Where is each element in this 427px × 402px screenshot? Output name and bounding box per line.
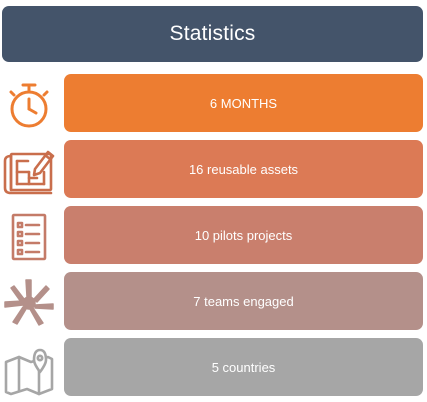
stat-row-assets: 16 reusable assets bbox=[0, 140, 427, 198]
blueprint-icon bbox=[2, 144, 56, 198]
stat-bar-assets: 16 reusable assets bbox=[64, 140, 423, 198]
stat-row-countries: 5 countries bbox=[0, 338, 427, 396]
stat-row-teams: 7 teams engaged bbox=[0, 272, 427, 330]
stat-bar-projects: 10 pilots projects bbox=[64, 206, 423, 264]
header-title: Statistics bbox=[169, 22, 256, 45]
hands-together-icon bbox=[2, 276, 56, 330]
stopwatch-icon bbox=[2, 78, 56, 132]
stat-bar-teams: 7 teams engaged bbox=[64, 272, 423, 330]
stat-row-months: 6 MONTHS bbox=[0, 74, 427, 132]
stat-bar-months: 6 MONTHS bbox=[64, 74, 423, 132]
stat-label: 7 teams engaged bbox=[193, 293, 294, 309]
stat-label: 16 reusable assets bbox=[188, 161, 299, 177]
checklist-icon bbox=[2, 210, 56, 264]
statistics-header: Statistics bbox=[2, 6, 423, 62]
map-pin-icon bbox=[2, 342, 56, 396]
stat-label: 6 MONTHS bbox=[209, 95, 278, 111]
stat-label: 10 pilots projects bbox=[194, 227, 293, 243]
stat-bar-countries: 5 countries bbox=[64, 338, 423, 396]
stat-row-projects: 10 pilots projects bbox=[0, 206, 427, 264]
stat-label: 5 countries bbox=[211, 359, 276, 375]
